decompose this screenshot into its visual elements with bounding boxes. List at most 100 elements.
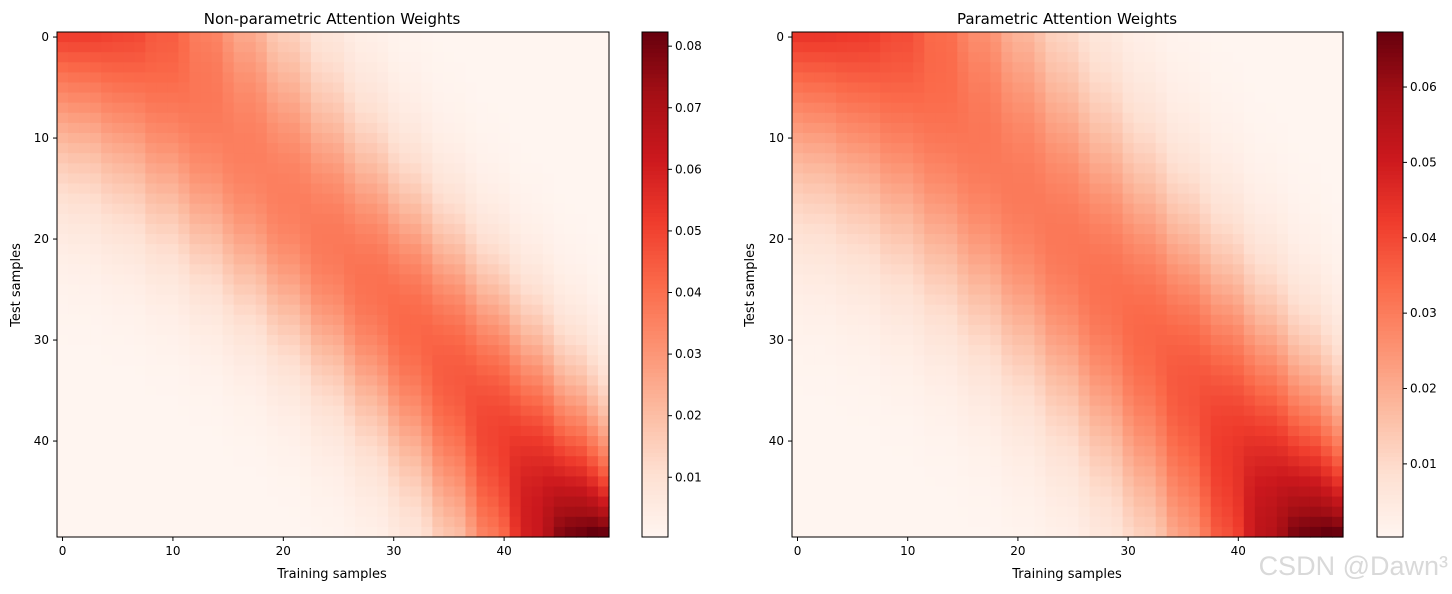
heatmap-cell	[1310, 274, 1322, 285]
heatmap-cell	[1134, 224, 1146, 235]
heatmap-cell	[212, 285, 224, 296]
heatmap-cell	[234, 527, 246, 538]
heatmap-cell	[543, 244, 555, 255]
x-tick-label: 30	[386, 544, 401, 558]
heatmap-cell	[1178, 446, 1190, 457]
heatmap-cell	[134, 315, 146, 326]
heatmap-cell	[1299, 355, 1311, 366]
heatmap-cell	[532, 113, 544, 124]
heatmap-cell	[1233, 173, 1245, 184]
heatmap-cell	[79, 103, 91, 114]
heatmap-cell	[990, 143, 1002, 154]
heatmap-cell	[201, 184, 213, 195]
heatmap-cell	[1288, 436, 1300, 447]
heatmap-cell	[1090, 497, 1102, 508]
colorbar: 0.010.020.030.040.050.060.070.08	[642, 32, 702, 538]
heatmap-cell	[957, 143, 969, 154]
heatmap-cell	[1178, 133, 1190, 144]
heatmap-cell	[223, 325, 235, 336]
heatmap-cell	[1068, 497, 1080, 508]
heatmap-cell	[1321, 295, 1333, 306]
heatmap-cell	[245, 204, 257, 215]
heatmap-cell	[57, 335, 69, 346]
heatmap-cell	[432, 62, 444, 73]
heatmap-cell	[1090, 173, 1102, 184]
heatmap-cell	[167, 113, 179, 124]
heatmap-cell	[223, 355, 235, 366]
heatmap-cell	[377, 83, 389, 94]
heatmap-cell	[1145, 335, 1157, 346]
heatmap-cell	[1056, 234, 1068, 245]
heatmap-cell	[1321, 133, 1333, 144]
heatmap-cell	[1189, 487, 1201, 498]
heatmap-cell	[1299, 416, 1311, 427]
heatmap-cell	[968, 345, 980, 356]
heatmap-cell	[1145, 345, 1157, 356]
heatmap-cell	[178, 234, 190, 245]
heatmap-cell	[1123, 386, 1135, 397]
heatmap-cell	[1145, 123, 1157, 134]
colorbar-segment	[642, 415, 668, 420]
heatmap-cell	[957, 52, 969, 63]
heatmap-cell	[587, 204, 599, 215]
heatmap-cell	[869, 386, 881, 397]
heatmap-cell	[847, 103, 859, 114]
heatmap-cell	[1001, 62, 1013, 73]
heatmap-cell	[245, 365, 257, 376]
heatmap-cell	[1310, 103, 1322, 114]
heatmap-cell	[1145, 305, 1157, 316]
heatmap-cell	[554, 507, 566, 518]
heatmap-cell	[1145, 204, 1157, 215]
heatmap-cell	[510, 416, 522, 427]
heatmap-cell	[432, 254, 444, 265]
heatmap-cell	[267, 133, 279, 144]
heatmap-cell	[880, 194, 892, 205]
heatmap-cell	[1012, 396, 1024, 407]
heatmap-cell	[410, 153, 422, 164]
heatmap-cell	[1156, 52, 1168, 63]
heatmap-cell	[377, 325, 389, 336]
heatmap-cell	[256, 264, 268, 275]
heatmap-cell	[891, 345, 903, 356]
heatmap-cell	[1145, 386, 1157, 397]
heatmap-cell	[101, 123, 113, 134]
heatmap-cell	[432, 517, 444, 528]
heatmap-cell	[156, 173, 168, 184]
heatmap-cell	[1288, 93, 1300, 104]
heatmap-cell	[333, 325, 345, 336]
heatmap-cell	[1167, 163, 1179, 174]
heatmap-cell	[421, 466, 433, 477]
heatmap-cell	[814, 295, 826, 306]
heatmap-cell	[267, 214, 279, 225]
heatmap-cell	[57, 133, 69, 144]
heatmap-cell	[1090, 153, 1102, 164]
heatmap-cell	[1156, 436, 1168, 447]
heatmap-cell	[79, 93, 91, 104]
heatmap-cell	[322, 72, 334, 83]
heatmap-cell	[1090, 487, 1102, 498]
heatmap-cell	[123, 365, 135, 376]
heatmap-cell	[112, 204, 124, 215]
heatmap-cell	[1211, 375, 1223, 386]
y-tick-label: 30	[34, 333, 49, 347]
heatmap-cell	[565, 204, 577, 215]
heatmap-cell	[825, 244, 837, 255]
heatmap-cell	[112, 456, 124, 467]
heatmap-cell	[454, 93, 466, 104]
heatmap-cell	[223, 476, 235, 487]
x-tick-label: 10	[165, 544, 180, 558]
heatmap-cell	[167, 52, 179, 63]
heatmap-cell	[410, 285, 422, 296]
heatmap-cell	[576, 386, 588, 397]
heatmap-cell	[245, 406, 257, 417]
heatmap-cell	[1244, 103, 1256, 114]
heatmap-cell	[421, 204, 433, 215]
heatmap-cell	[223, 497, 235, 508]
heatmap-cell	[891, 133, 903, 144]
heatmap-cell	[267, 517, 279, 528]
heatmap-cell	[443, 32, 455, 43]
heatmap-cell	[924, 214, 936, 225]
heatmap-cell	[256, 446, 268, 457]
heatmap-cell	[322, 497, 334, 508]
heatmap-cell	[333, 42, 345, 53]
